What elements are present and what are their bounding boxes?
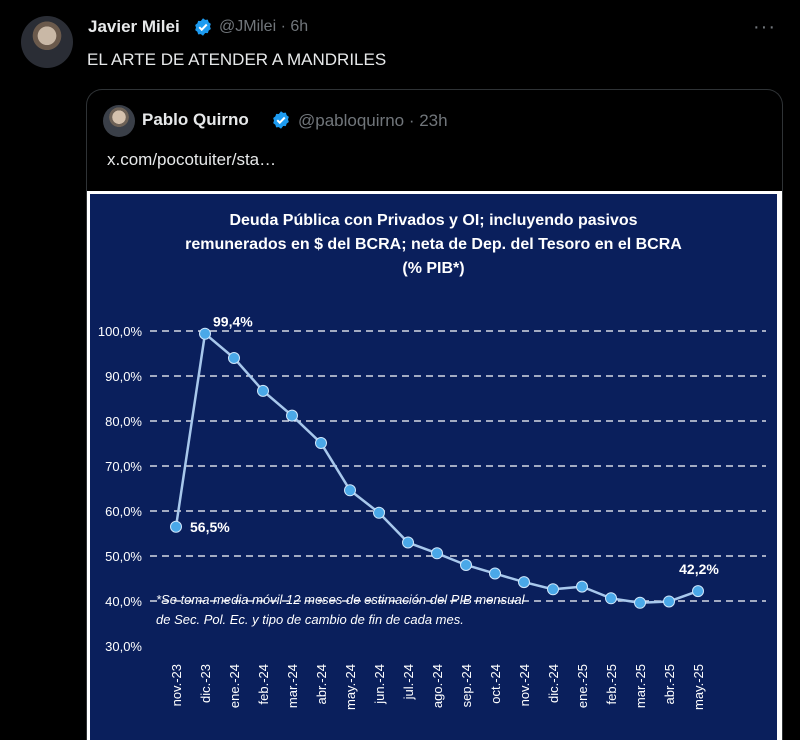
y-tick-label: 70,0%: [105, 459, 142, 474]
data-point: [692, 585, 704, 598]
x-tick-label: ene.-24: [227, 664, 242, 708]
author-avatar[interactable]: [21, 16, 73, 68]
data-point: [547, 583, 559, 596]
x-tick-label: sep.-24: [459, 664, 474, 707]
y-tick-label: 90,0%: [105, 369, 142, 384]
x-tick-label: may.-25: [691, 664, 706, 710]
y-tick-label: 80,0%: [105, 414, 142, 429]
x-tick-label: ago.-24: [430, 664, 445, 708]
x-tick-label: dic.-23: [198, 664, 213, 703]
verified-badge-icon: [195, 18, 211, 36]
data-point: [460, 559, 472, 571]
data-label: 99,4%: [213, 314, 253, 330]
timestamp: 6h: [290, 18, 309, 35]
y-tick-label: 100,0%: [98, 324, 143, 339]
quoted-author-handle: @pabloquirno · 23h: [298, 111, 448, 130]
tweet-text: EL ARTE DE ATENDER A MANDRILES: [87, 50, 387, 69]
chart-title-line-2: remunerados en $ del BCRA; neta de Dep. …: [185, 236, 682, 253]
handle-text: @JMilei: [219, 18, 277, 35]
verified-badge-icon: [273, 111, 289, 129]
chart: Deuda Pública con Privados y OI; incluye…: [90, 194, 777, 740]
x-tick-label: ene.-25: [575, 664, 590, 708]
x-tick-label: abr.-25: [662, 664, 677, 704]
data-point: [199, 327, 211, 340]
data-label: 56,5%: [190, 519, 230, 535]
data-label: 42,2%: [679, 561, 719, 577]
more-icon[interactable]: ···: [753, 16, 776, 38]
data-point: [344, 484, 356, 497]
x-tick-label: jun.-24: [372, 664, 387, 705]
data-point: [315, 437, 327, 450]
x-tick-label: feb.-25: [604, 664, 619, 704]
x-tick-label: nov.-23: [169, 664, 184, 706]
chart-footnote: de Sec. Pol. Ec. y tipo de cambio de fin…: [156, 612, 464, 627]
chart-plot: 30,0% 40,0% 50,0% 60,0% 70,0% 80,0% 90,0% 100,0…: [98, 314, 766, 710]
x-tick-label: feb.-24: [256, 664, 271, 704]
chart-footnote: *Se toma media móvil 12 meses de estimac…: [156, 592, 526, 607]
x-tick-label: mar.-24: [285, 664, 300, 708]
chart-title-line-1: Deuda Pública con Privados y OI; incluye…: [229, 212, 638, 229]
data-point: [431, 547, 443, 560]
x-tick-label: abr.-24: [314, 664, 329, 704]
y-tick-label: 30,0%: [105, 639, 142, 654]
y-tick-label: 50,0%: [105, 549, 142, 564]
quoted-author-name: Pablo Quirno: [142, 110, 249, 129]
author-name[interactable]: Javier Milei: [88, 17, 180, 36]
series-line: [174, 331, 699, 605]
author-handle[interactable]: @JMilei · 6h: [219, 18, 309, 35]
chart-title-line-3: (% PIB*): [402, 260, 465, 277]
quoted-author-avatar: [103, 105, 135, 137]
data-point: [663, 595, 675, 608]
x-tick-label: dic.-24: [546, 664, 561, 703]
data-point: [605, 592, 617, 605]
data-point: [402, 536, 414, 549]
y-tick-label: 60,0%: [105, 504, 142, 519]
x-tick-label: nov.-24: [517, 664, 532, 706]
x-tick-label: mar.-25: [633, 664, 648, 708]
data-point: [286, 409, 298, 422]
quoted-link[interactable]: x.com/pocotuiter/sta…: [107, 150, 277, 169]
data-point: [228, 352, 240, 364]
quoted-handle-text: @pabloquirno: [298, 111, 405, 130]
data-point: [257, 384, 269, 397]
data-point: [373, 506, 385, 519]
data-point: [170, 520, 182, 533]
data-point: [518, 576, 530, 589]
x-tick-label: may.-24: [343, 664, 358, 710]
x-tick-label: oct.-24: [488, 664, 503, 704]
y-tick-label: 40,0%: [105, 594, 142, 609]
data-point: [634, 596, 646, 609]
quoted-tweet[interactable]: Pablo Quirno @pabloquirno · 23h x.com/po…: [86, 89, 783, 740]
chart-image[interactable]: Deuda Pública con Privados y OI; incluye…: [87, 191, 782, 740]
quoted-timestamp: 23h: [419, 111, 448, 130]
x-tick-label: jul.-24: [401, 664, 416, 700]
data-point: [576, 580, 588, 593]
data-point: [489, 567, 501, 580]
